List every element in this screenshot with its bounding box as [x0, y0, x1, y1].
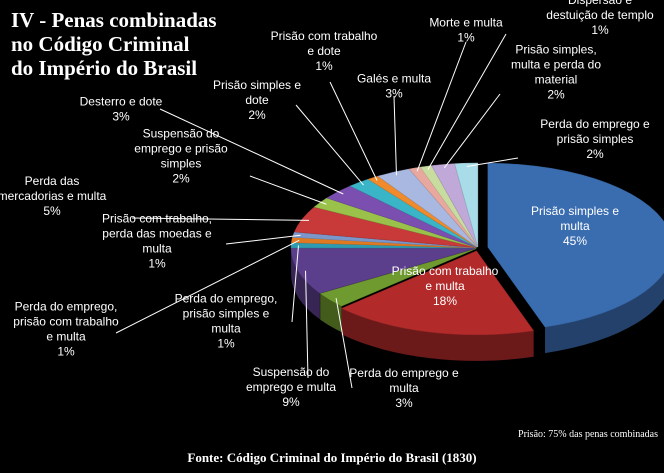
pie-side-perda-do-emprego-e-multa — [320, 293, 342, 333]
slice-label-prisao-com-trabalho-e-dote: Prisão com trabalho e dote 1% — [271, 29, 378, 73]
title-line-1: IV - Penas combinadas — [11, 8, 217, 32]
pie-side-prisao-com-trabalho-e-multa — [341, 308, 534, 361]
pie-side-prisao-simples-e-multa — [545, 272, 664, 354]
leader-line-prisao-simples-multa-e-perda-do-material — [443, 93, 501, 169]
pie-slice-perda-das-mercadorias-e-multa — [294, 206, 477, 248]
leader-line-gales-e-multa — [393, 95, 397, 176]
pie-slice-suspensao-do-emprego-e-multa — [290, 248, 477, 294]
leader-line-suspensao-do-emprego-e-multa — [305, 270, 309, 379]
slice-label-suspensao-do-emprego-e-prisao-simples: Suspensão do emprego e prisão simples 2% — [134, 127, 228, 186]
title-line-2: no Código Criminal — [11, 32, 190, 56]
leader-line-prisao-com-trabalho-e-dote — [329, 81, 378, 181]
slice-label-gales-e-multa: Galés e multa 3% — [357, 72, 431, 101]
leader-line-dispersao-e-destuicao-de-templo — [427, 33, 507, 170]
leader-line-perda-das-mercadorias-e-multa — [131, 217, 310, 221]
leader-line-prisao-simples-e-dote — [295, 104, 364, 186]
slice-label-perda-do-emprego-prisao-simples-e-multa: Perda do emprego, prisão simples e multa 1% — [175, 292, 278, 351]
pie-slice-prisao-simples-e-multa — [487, 162, 664, 328]
leader-line-prisao-com-trabalho-perda-das-moedas-e-multa — [225, 234, 301, 245]
slice-label-dispersao-e-destuicao-de-templo: Dispersão e destuição de templo 1% — [546, 0, 654, 37]
slice-label-morte-e-multa: Morte e multa 1% — [429, 16, 503, 45]
slice-label-prisao-simples-multa-e-perda-do-material: Prisão simples, multa e perda do material 2… — [511, 43, 601, 102]
leader-line-morte-e-multa — [416, 41, 467, 172]
pie-slice-perda-do-emprego-e-multa — [319, 248, 477, 307]
leader-line-perda-do-emprego-prisao-simples-e-multa — [291, 245, 299, 323]
slice-label-desterro-e-dote: Desterro e dote 3% — [80, 95, 163, 124]
slice-label-prisao-com-trabalho-perda-das-moedas-e-multa: Prisão com trabalho, perda das moedas e mu… — [102, 212, 212, 271]
chart-source: Fonte: Código Criminal do Império do Bra… — [187, 450, 477, 465]
slice-label-perda-das-mercadorias-e-multa: Perda das mercadorias e multa 5% — [0, 174, 107, 218]
pie-slice-prisao-com-trabalho-e-multa — [341, 250, 535, 336]
slice-label-prisao-simples-e-multa: Prisão simples e multa 45% — [531, 204, 619, 248]
slice-label-perda-do-emprego-prisao-com-trabalho-e-multa: Perda do emprego, prisão com trabalho e mu… — [13, 300, 119, 359]
slice-label-suspensao-do-emprego-e-multa: Suspensão do emprego e multa 9% — [246, 365, 336, 409]
leader-line-perda-do-emprego-prisao-com-trabalho-e-multa — [115, 239, 300, 334]
leader-line-desterro-e-dote — [159, 108, 344, 195]
chart-title: IV - Penas combinadas no Código Criminal… — [11, 8, 251, 80]
leader-line-suspensao-do-emprego-e-prisao-simples — [249, 175, 327, 205]
title-line-3: do Império do Brasil — [11, 56, 198, 80]
pie-slice-perda-do-emprego-e-prisao-simples — [454, 162, 479, 248]
slice-label-prisao-simples-e-dote: Prisão simples e dote 2% — [213, 78, 301, 122]
slice-label-prisao-com-trabalho-e-multa: Prisão com trabalho e multa 18% — [392, 264, 499, 308]
chart-note: Prisão: 75% das penas combinadas — [518, 429, 658, 440]
leader-line-perda-do-emprego-e-prisao-simples — [466, 157, 519, 168]
pie-slice-prisao-simples-multa-e-perda-do-material — [431, 163, 478, 248]
slice-label-perda-do-emprego-e-multa: Perda do emprego e multa 3% — [349, 366, 459, 410]
slice-label-perda-do-emprego-e-prisao-simples: Perda do emprego e prisão simples 2% — [540, 117, 650, 161]
leader-line-perda-do-emprego-e-multa — [335, 297, 353, 389]
